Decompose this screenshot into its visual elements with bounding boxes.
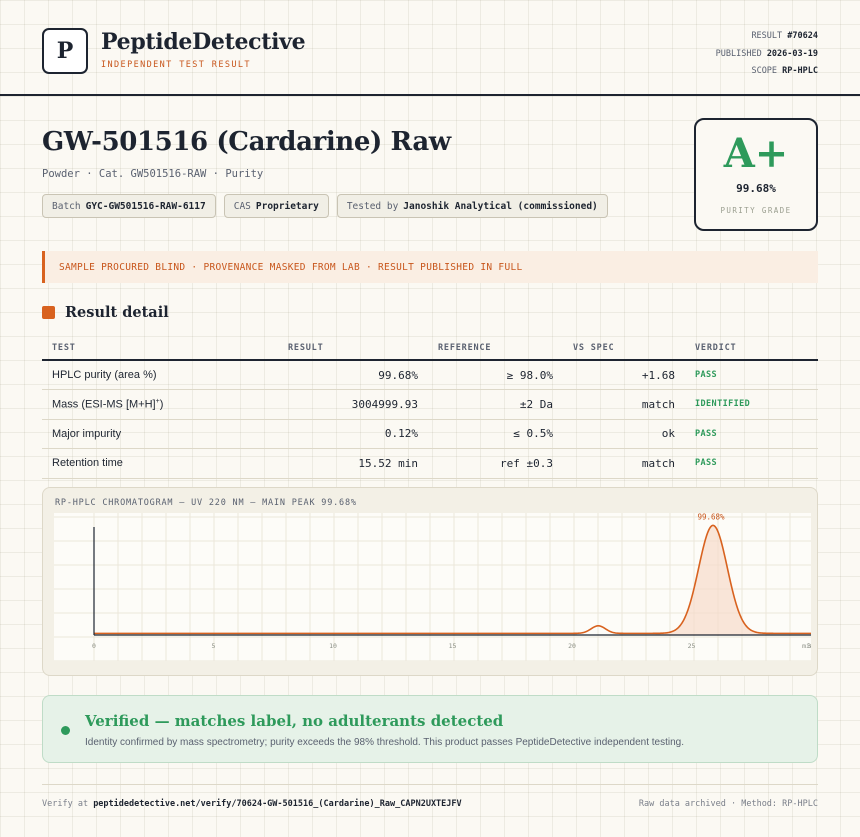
verified-dot-icon [61,726,70,735]
brand-name: PeptideDetective [101,29,306,55]
chromatogram-trace [94,524,811,635]
cell-reference: ref ±0.3 [428,448,563,479]
cell-vs-spec: match [563,448,685,479]
meta-published: PUBLISHED 2026-03-19 [715,48,818,59]
brand-tagline: INDEPENDENT TEST RESULT [101,60,251,70]
cell-test: Major impurity [42,419,278,449]
col-vs-spec: VS SPEC [563,337,685,361]
cell-verdict: IDENTIFIED [685,389,818,420]
chromatogram-title: RP-HPLC CHROMATOGRAM — UV 220 NM — MAIN … [55,498,357,508]
x-tick-label: 15 [449,642,457,650]
footer-verify: Verify at peptidedetective.net/verify/70… [42,799,462,809]
cell-test: HPLC purity (area %) [42,360,278,390]
col-verdict: VERDICT [685,337,818,361]
grade-letter: A+ [723,130,789,177]
product-subtitle: Powder · Cat. GW501516-RAW · Purity [42,168,264,180]
cell-result: 99.68% [278,360,428,390]
peak-label: 99.68% [697,513,725,521]
col-result: RESULT [278,337,428,361]
verified-text: Identity confirmed by mass spectrometry;… [85,737,685,748]
chromatogram-plot: 051015202530min99.68% [54,512,815,662]
cell-reference: ±2 Da [428,389,563,420]
section-title: Result detail [65,304,169,321]
cell-verdict: PASS [685,360,818,390]
cell-vs-spec: match [563,389,685,420]
cell-verdict: PASS [685,448,818,479]
main-peak-area [655,525,771,635]
product-chips: Batch GYC-GW501516-RAW-6117 CAS Proprietar… [42,194,608,218]
cas-chip: CAS Proprietary [223,194,329,218]
result-table: TEST RESULT REFERENCE VS SPEC VERDICT HP… [42,337,818,479]
section-marker [42,306,55,319]
grade-purity: 99.68% [736,182,776,195]
footer-archive: Raw data archived · Method: RP-HPLC [638,799,818,809]
cell-reference: ≥ 98.0% [428,360,563,390]
table-row: HPLC purity (area %) 99.68% ≥ 98.0% +1.6… [42,360,818,390]
verified-title: Verified — matches label, no adulterants… [85,712,504,730]
x-tick-label: 5 [212,642,216,650]
result-meta: RESULT #70624 PUBLISHED 2026-03-19 SCOPE… [716,28,818,81]
grade-label: PURITY GRADE [720,206,792,215]
procurement-banner: SAMPLE PROCURED BLIND · PROVENANCE MASKE… [42,251,818,283]
cell-result: 3004999.93 [278,389,428,420]
table-row: Mass (ESI-MS [M+H]+) 3004999.93 ±2 Da ma… [42,389,818,420]
x-tick-label: 25 [688,642,696,650]
table-header-row: TEST RESULT REFERENCE VS SPEC VERDICT [42,337,818,361]
cell-test: Mass (ESI-MS [M+H]+) [42,389,278,420]
batch-chip: Batch GYC-GW501516-RAW-6117 [42,194,216,218]
cell-test: Retention time [42,448,278,479]
cell-vs-spec: +1.68 [563,360,685,390]
x-tick-label: 20 [568,642,576,650]
col-reference: REFERENCE [428,337,563,361]
purity-grade-card: A+ 99.68% PURITY GRADE [694,118,818,231]
meta-result: RESULT #70624 [751,31,818,41]
verify-link[interactable]: peptidedetective.net/verify/70624-GW-501… [93,799,462,809]
x-tick-label: 0 [92,642,96,650]
verified-panel: Verified — matches label, no adulterants… [42,695,818,763]
x-tick-label: min [802,642,811,650]
col-test: TEST [42,337,278,361]
table-row: Major impurity 0.12% ≤ 0.5% ok PASS [42,419,818,449]
cell-verdict: PASS [685,419,818,449]
cell-result: 0.12% [278,419,428,449]
chromatogram-svg: 051015202530min99.68% [54,512,815,662]
product-title: GW-501516 (Cardarine) Raw [42,127,451,157]
footer-divider [42,784,818,785]
brand-logo: P [42,28,88,74]
tested-by-chip: Tested by Janoshik Analytical (commission… [336,194,608,218]
cell-vs-spec: ok [563,419,685,449]
chromatogram-panel: RP-HPLC CHROMATOGRAM — UV 220 NM — MAIN … [42,487,818,676]
meta-scope: SCOPE RP-HPLC [751,66,818,76]
cell-result: 15.52 min [278,448,428,479]
report-header: P PeptideDetective INDEPENDENT TEST RESU… [0,0,860,96]
cell-reference: ≤ 0.5% [428,419,563,449]
table-row: Retention time 15.52 min ref ±0.3 match … [42,448,818,479]
x-tick-label: 10 [329,642,337,650]
